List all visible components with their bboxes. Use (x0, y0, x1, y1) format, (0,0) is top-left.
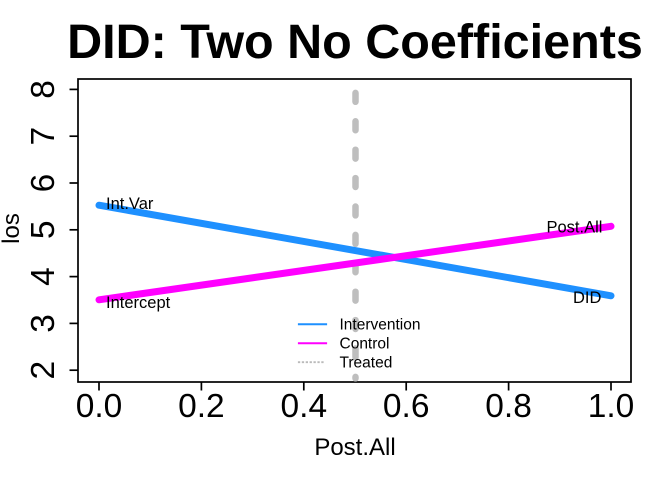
svg-text:Int.Var: Int.Var (106, 195, 154, 213)
svg-text:DID: DID (573, 289, 602, 307)
svg-text:0.6: 0.6 (383, 388, 430, 425)
svg-text:0.2: 0.2 (178, 388, 225, 425)
svg-text:0.8: 0.8 (485, 388, 532, 425)
svg-text:DID: Two No Coefficients: DID: Two No Coefficients (67, 15, 643, 69)
svg-text:Intervention: Intervention (340, 316, 421, 333)
svg-text:3: 3 (25, 314, 62, 333)
svg-text:6: 6 (25, 174, 62, 193)
svg-text:7: 7 (25, 127, 62, 146)
svg-text:Treated: Treated (340, 354, 393, 371)
svg-text:5: 5 (25, 220, 62, 239)
svg-text:2: 2 (25, 361, 62, 380)
svg-text:1.0: 1.0 (588, 388, 635, 425)
svg-text:Intercept: Intercept (106, 294, 171, 312)
svg-text:los: los (0, 213, 25, 244)
svg-text:0.0: 0.0 (76, 388, 123, 425)
svg-text:Control: Control (340, 335, 390, 352)
svg-text:8: 8 (25, 80, 62, 99)
svg-text:Post.All: Post.All (547, 219, 603, 237)
svg-text:4: 4 (25, 267, 62, 286)
svg-text:Post.All: Post.All (314, 434, 395, 461)
svg-text:0.4: 0.4 (281, 388, 328, 425)
